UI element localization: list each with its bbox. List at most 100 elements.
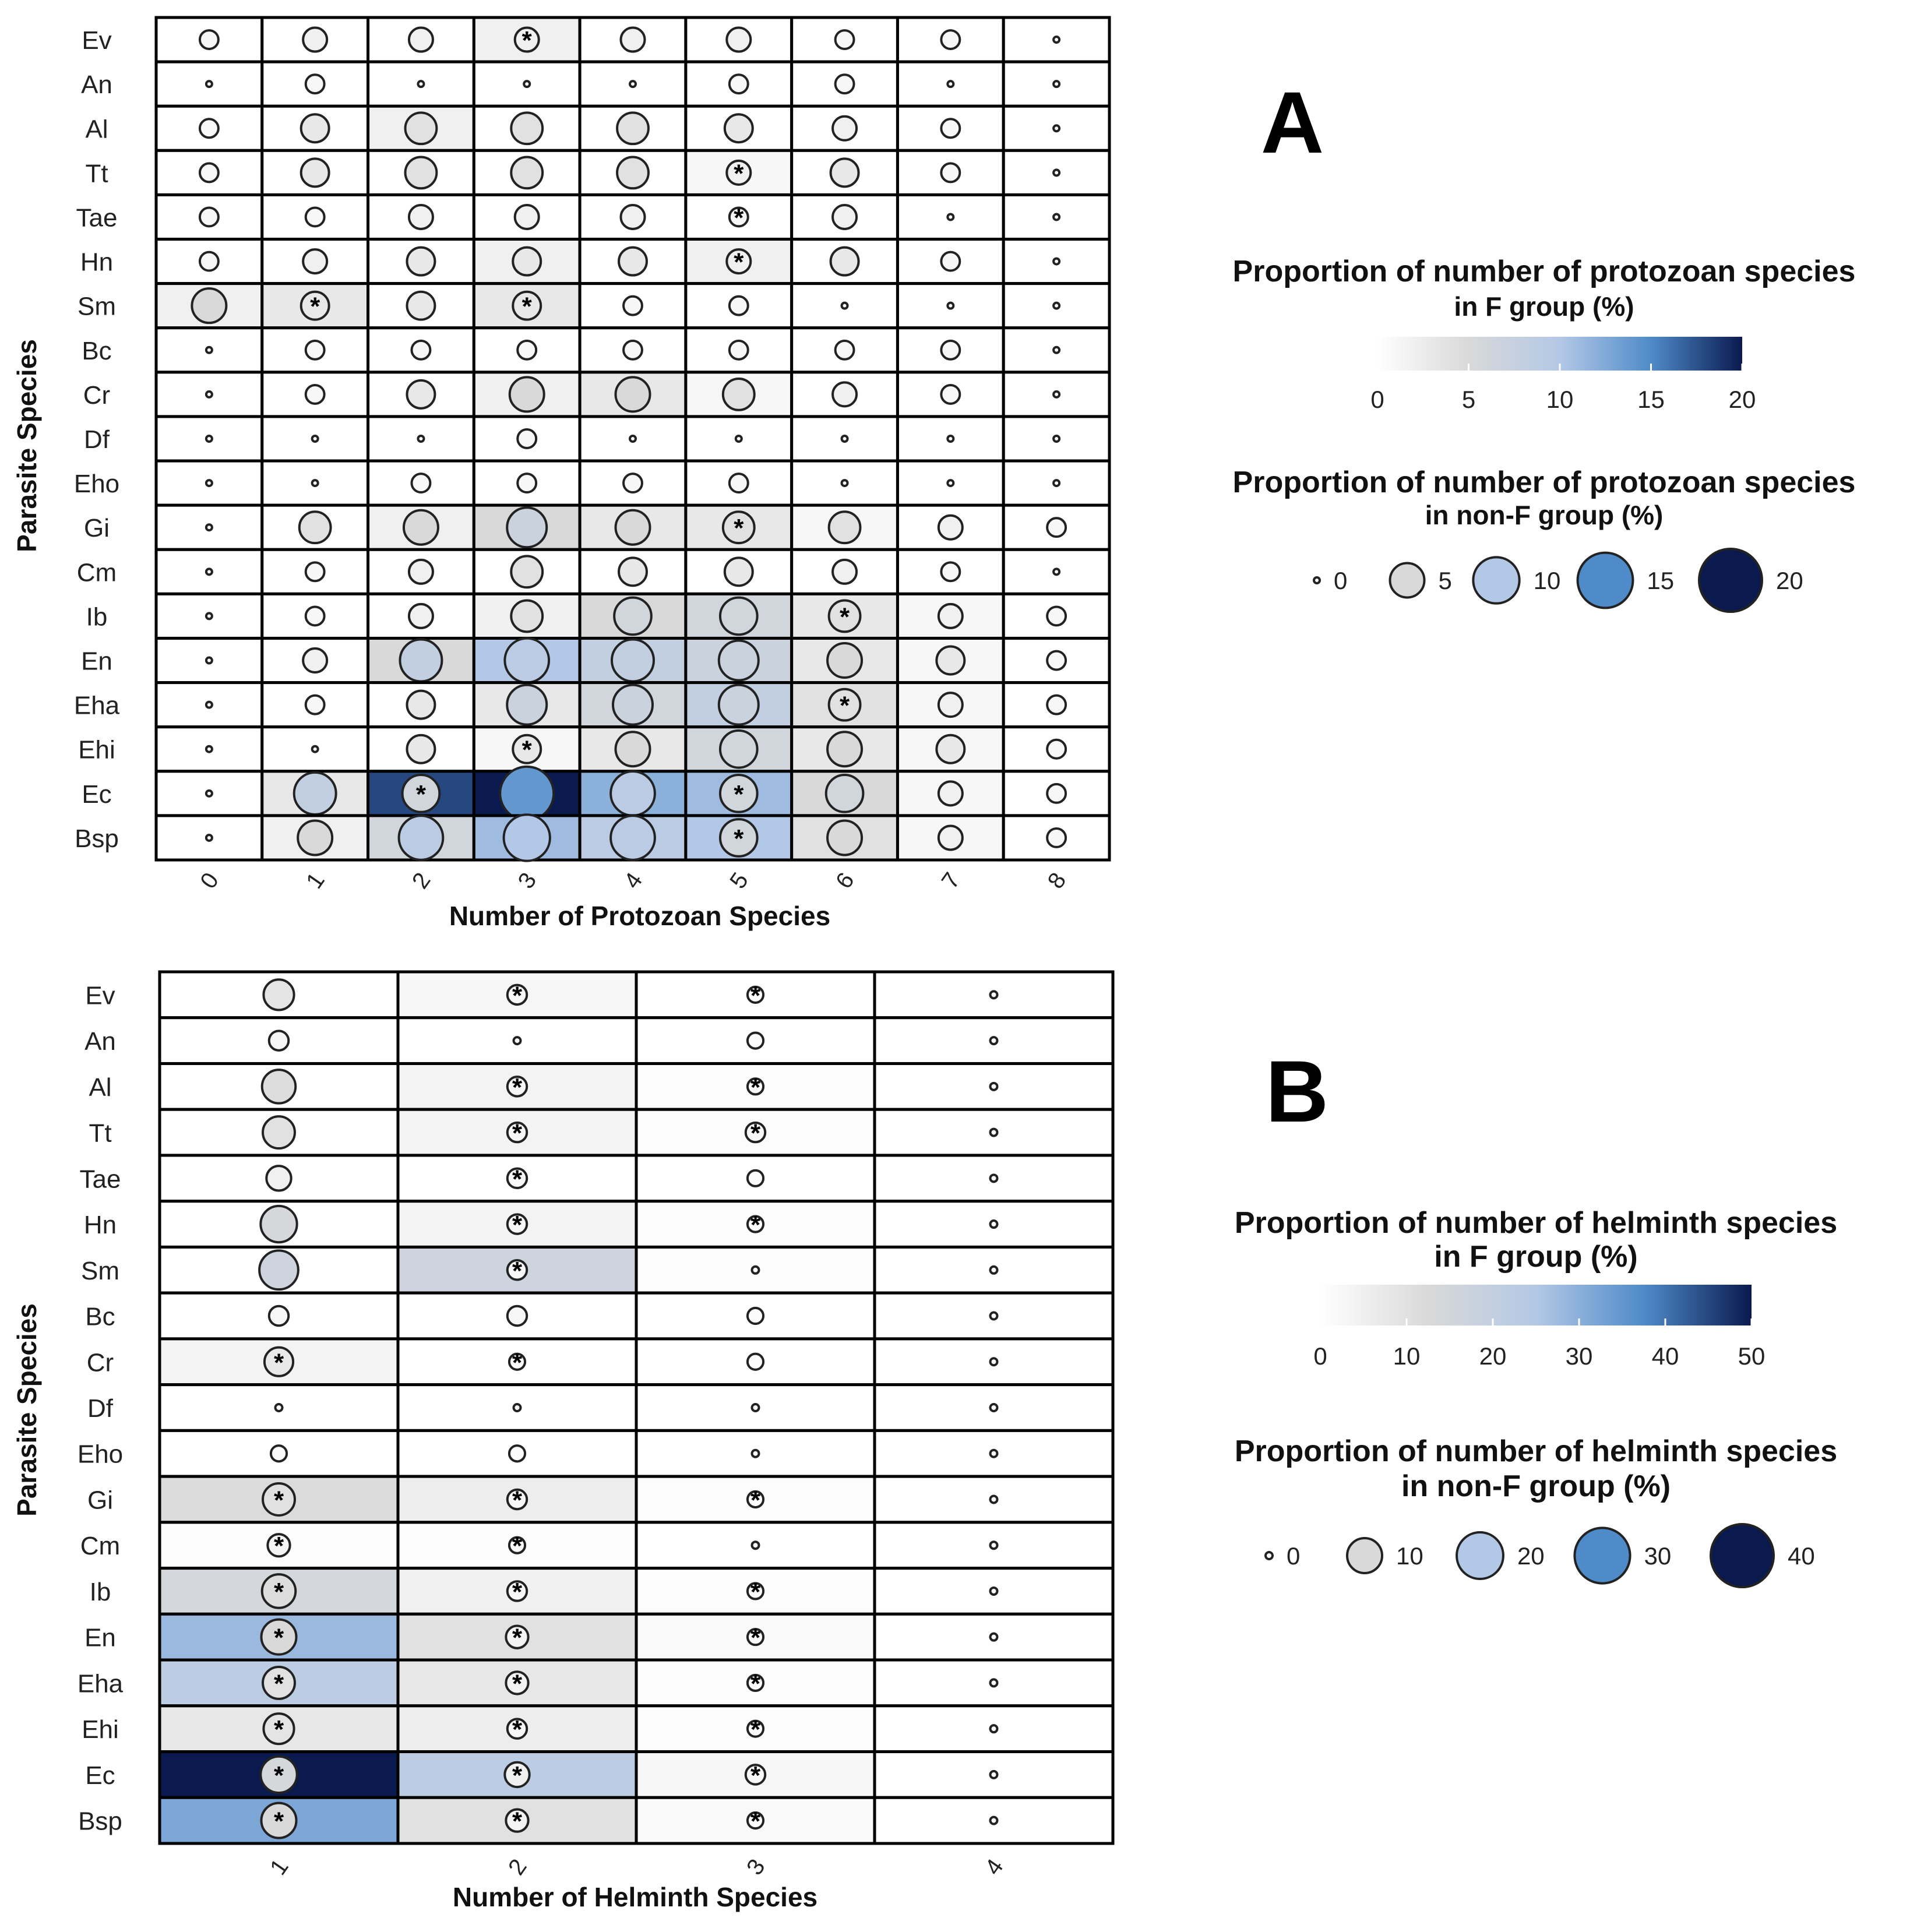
significance-marker-a-Hn-5: * <box>734 248 744 277</box>
bubble-a-Tae-4 <box>619 203 646 230</box>
bubble-b-En-1 <box>260 1618 298 1656</box>
bubble-b-Hn-1 <box>259 1204 298 1244</box>
bubble-a-Bc-7 <box>940 339 961 361</box>
y-tick-label-a-Ev: Ev <box>82 26 111 55</box>
bubble-a-Gi-1 <box>298 510 332 545</box>
bubble-a-Tt-1 <box>299 157 330 188</box>
y-tick-label-b-Ev: Ev <box>85 981 115 1010</box>
bubble-a-Ev-0 <box>198 29 220 51</box>
bubble-a-Tae-6 <box>831 203 858 230</box>
bubble-a-Bc-0 <box>205 345 213 354</box>
bubble-b-Ec-3 <box>744 1764 767 1786</box>
bubble-a-En-3 <box>503 637 551 684</box>
bubble-a-Gi-4 <box>614 509 651 546</box>
legend-a: Proportion of number of protozoan specie… <box>1233 255 1855 613</box>
bubble-b-Sm-4 <box>989 1265 999 1275</box>
y-tick-label-b-Ec: Ec <box>85 1761 115 1790</box>
bubble-a-Hn-3 <box>512 246 542 277</box>
bubble-b-Eha-4 <box>989 1678 999 1688</box>
bubble-a-Sm-4 <box>622 295 643 316</box>
size-legend-key-a-0 <box>1313 576 1321 584</box>
x-tick-label-a-8: 8 <box>1043 868 1072 893</box>
bubble-b-Al-3 <box>746 1077 765 1096</box>
bubble-a-Sm-7 <box>946 301 955 310</box>
bubble-a-Ev-5 <box>725 26 752 53</box>
bubble-a-Hn-0 <box>198 251 220 272</box>
bubble-b-Bsp-1 <box>260 1801 298 1839</box>
bubble-a-Tt-7 <box>940 162 961 184</box>
y-tick-label-a-Bc: Bc <box>82 337 111 365</box>
fill-legend-tick-a-0: 0 <box>1370 386 1384 413</box>
bubble-a-Gi-3 <box>506 506 548 549</box>
bubble-b-Sm-3 <box>750 1265 760 1275</box>
bubble-a-Hn-8 <box>1052 257 1061 266</box>
significance-marker-b-Hn-2: * <box>512 1211 523 1239</box>
significance-marker-b-Gi-3: * <box>750 1486 761 1514</box>
panel-label-b: B <box>1266 1042 1328 1140</box>
significance-marker-b-Ehi-1: * <box>274 1715 284 1744</box>
bubble-b-Ec-2 <box>503 1761 531 1789</box>
significance-marker-b-Ib-3: * <box>750 1578 761 1606</box>
significance-marker-b-Cm-2: * <box>512 1532 523 1560</box>
significance-marker-a-Tt-5: * <box>734 159 744 188</box>
bubble-a-Cr-0 <box>205 390 213 399</box>
size-legend-key-b-10 <box>1346 1537 1383 1574</box>
significance-marker-b-Ev-2: * <box>512 981 523 1010</box>
bubble-a-Sm-5 <box>728 295 749 316</box>
significance-marker-b-Ev-3: * <box>750 981 761 1010</box>
y-tick-label-b-An: An <box>84 1027 116 1056</box>
bubble-a-Eha-3 <box>506 683 548 726</box>
bubble-a-Ev-1 <box>302 26 329 53</box>
heat-cell-a-Cm-6 <box>790 548 899 595</box>
y-tick-label-a-Sm: Sm <box>77 292 116 321</box>
bubble-a-Sm-2 <box>406 290 436 321</box>
bubble-a-Al-7 <box>940 118 961 139</box>
size-legend-key-a-20 <box>1698 548 1763 613</box>
bubble-b-Df-4 <box>989 1403 999 1412</box>
significance-marker-b-En-1: * <box>274 1624 284 1652</box>
x-tick-label-a-7: 7 <box>937 868 965 893</box>
size-legend-label-b-30: 30 <box>1644 1542 1672 1570</box>
bubble-a-Eha-4 <box>612 683 654 726</box>
bubble-b-Gi-1 <box>262 1482 296 1517</box>
bubble-a-Tae-5 <box>728 206 749 228</box>
bubble-b-En-4 <box>989 1632 999 1642</box>
bubble-b-Eha-1 <box>262 1665 296 1700</box>
bubble-b-Eho-3 <box>750 1448 760 1458</box>
size-legend-title-a-line2: in non-F group (%) <box>1425 500 1664 530</box>
bubble-a-En-6 <box>826 642 864 679</box>
bubble-a-Eho-7 <box>946 479 955 488</box>
bubble-b-Ec-1 <box>259 1755 298 1794</box>
y-tick-label-b-Gi: Gi <box>87 1486 113 1514</box>
bubble-b-Ehi-2 <box>506 1718 528 1740</box>
bubble-a-Eho-6 <box>840 479 849 488</box>
y-tick-label-b-Bc: Bc <box>85 1303 115 1331</box>
bubble-a-Bsp-8 <box>1046 827 1067 848</box>
significance-marker-a-Ehi-3: * <box>522 736 533 764</box>
bubble-a-Eha-5 <box>717 683 760 726</box>
bubble-b-Bsp-4 <box>989 1815 999 1825</box>
bubble-a-Tt-0 <box>198 162 220 184</box>
bubble-a-Ehi-6 <box>826 731 864 768</box>
y-tick-label-b-Al: Al <box>89 1073 111 1102</box>
bubble-a-Ec-5 <box>718 774 759 813</box>
bubble-a-Tt-4 <box>616 156 650 190</box>
significance-marker-a-Ev-3: * <box>522 26 533 55</box>
x-tick-label-a-5: 5 <box>725 868 753 893</box>
bubble-a-Cm-1 <box>304 561 326 583</box>
size-legend-key-b-40 <box>1710 1523 1775 1588</box>
y-tick-label-b-Sm: Sm <box>81 1257 119 1285</box>
bubble-a-Bc-2 <box>410 339 432 361</box>
y-tick-label-b-Ib: Ib <box>90 1578 111 1606</box>
bubble-a-Bc-5 <box>728 339 749 361</box>
bubble-b-Ib-2 <box>506 1580 528 1602</box>
bubble-a-Al-2 <box>404 111 438 146</box>
size-legend-key-b-0 <box>1264 1551 1274 1560</box>
heat-cell-a-Bsp-7 <box>896 814 1005 862</box>
bubble-b-Sm-1 <box>258 1249 299 1291</box>
significance-marker-b-Tt-3: * <box>750 1119 761 1148</box>
bubble-b-Eha-3 <box>746 1673 765 1693</box>
size-legend-label-a-5: 5 <box>1439 567 1452 594</box>
significance-marker-a-Ec-5: * <box>734 780 744 809</box>
